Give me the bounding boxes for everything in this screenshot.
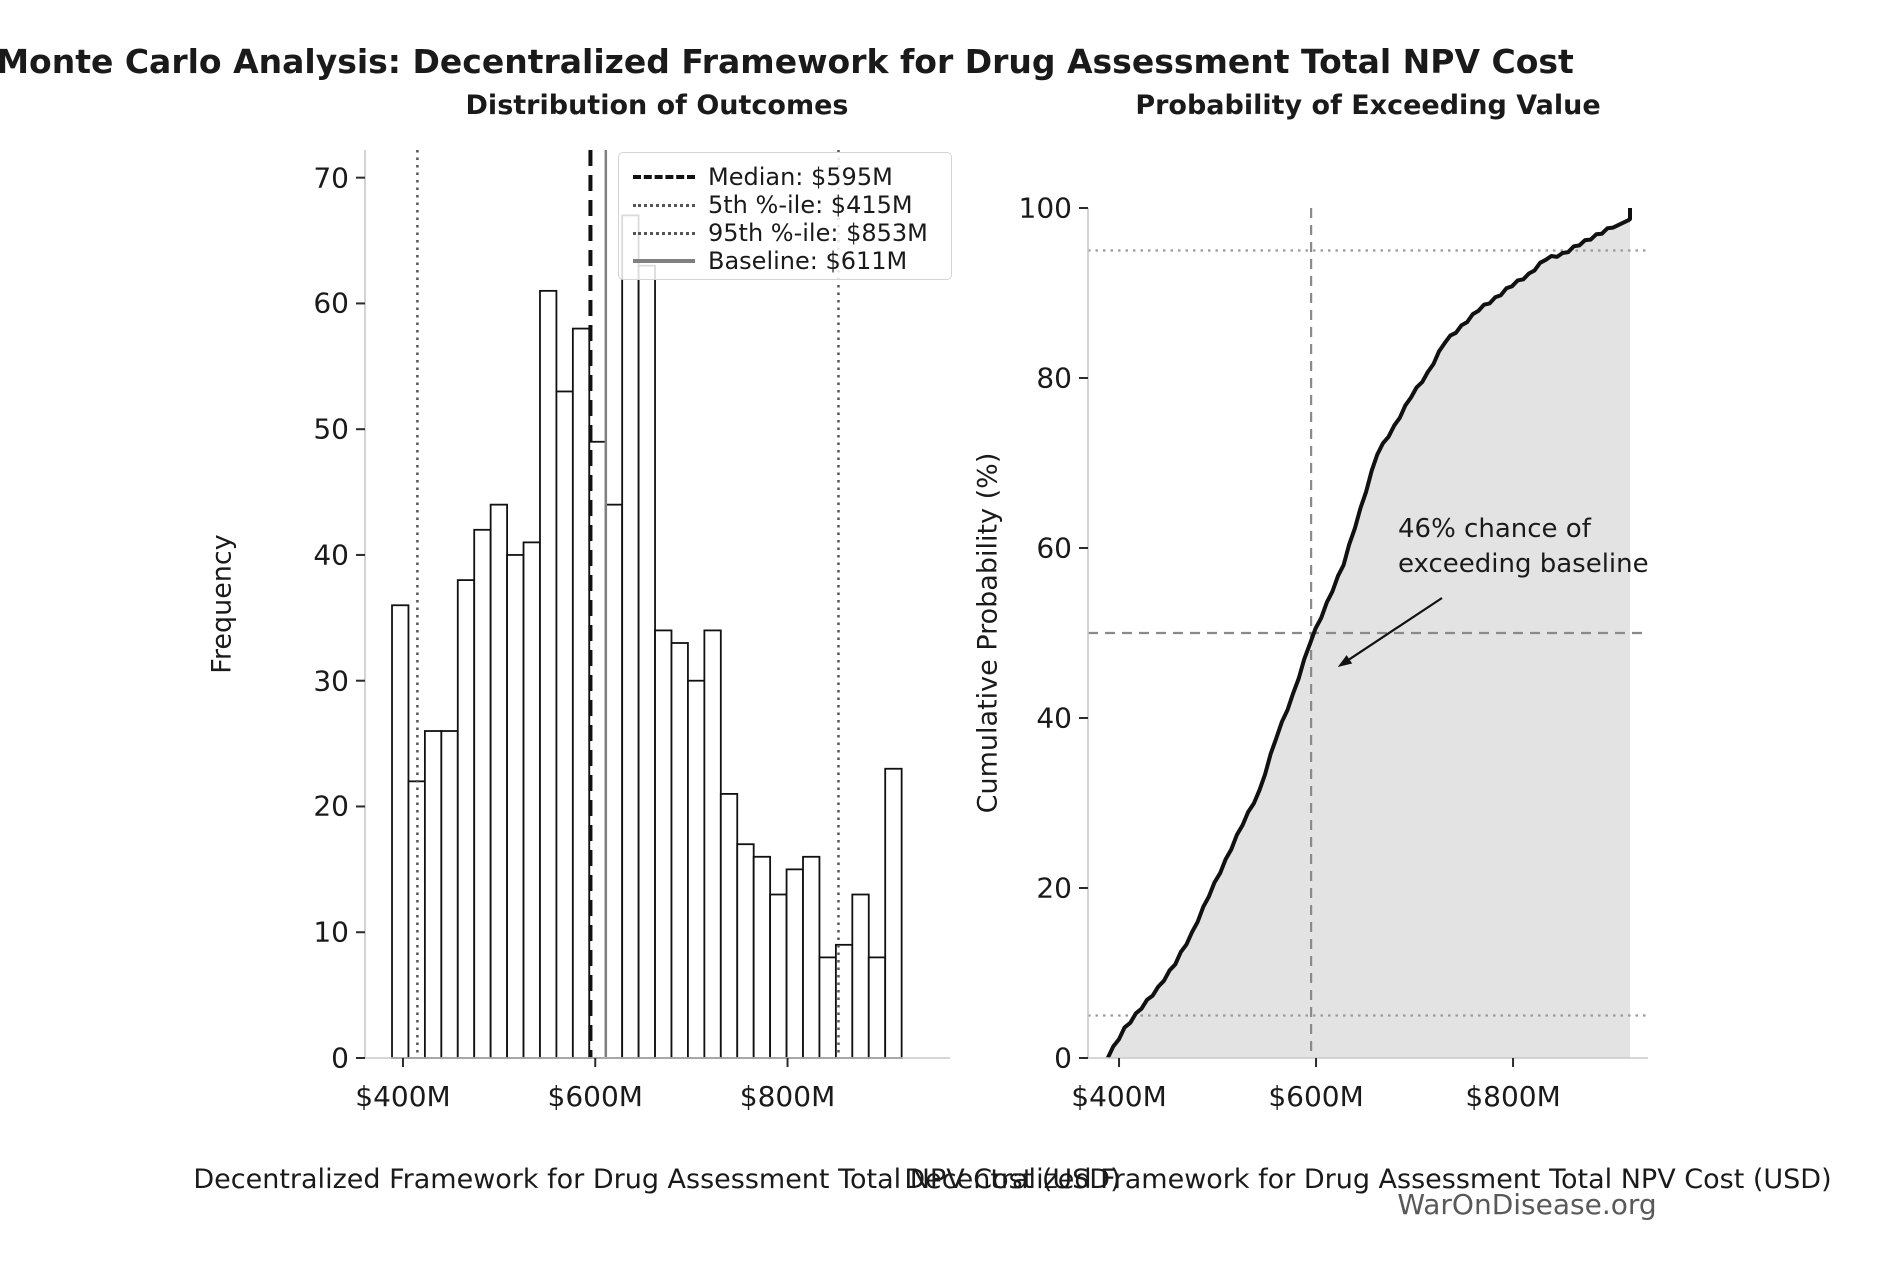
histogram-bar bbox=[489, 503, 508, 1059]
legend-label-baseline: Baseline: $611M bbox=[708, 247, 908, 275]
y-tick-label-0: 0 bbox=[1054, 1041, 1072, 1075]
histogram-bar bbox=[687, 679, 706, 1059]
histogram-bar bbox=[851, 893, 870, 1059]
histogram-bar bbox=[391, 604, 410, 1059]
legend-label-p5: 5th %-ile: $415M bbox=[708, 191, 913, 219]
annotation-line-2: exceeding baseline bbox=[1398, 549, 1649, 579]
legend-label-p95: 95th %-ile: $853M bbox=[708, 219, 928, 247]
figure-suptitle: Monte Carlo Analysis: Decentralized Fram… bbox=[0, 42, 1574, 81]
legend-row-baseline: Baseline: $611M bbox=[633, 247, 935, 275]
histogram-bar bbox=[736, 843, 755, 1059]
histogram-bar bbox=[752, 855, 772, 1059]
median-line-swatch bbox=[633, 175, 695, 179]
histogram-bar bbox=[785, 868, 804, 1059]
legend-label-median: Median: $595M bbox=[708, 163, 893, 191]
annotation-line-1: 46% chance of bbox=[1398, 514, 1591, 544]
annotation-arrow-shaft bbox=[1348, 597, 1443, 661]
y-tick-label-0: 0 bbox=[331, 1041, 349, 1075]
histogram-bar bbox=[440, 730, 459, 1059]
histogram-bar bbox=[506, 554, 525, 1059]
baseline-line-swatch bbox=[633, 259, 695, 263]
y-tick-label-60: 60 bbox=[313, 286, 349, 320]
y-tick-label-20: 20 bbox=[313, 789, 349, 823]
histogram-bar bbox=[571, 327, 591, 1059]
y-tick-label-70: 70 bbox=[313, 161, 349, 195]
cdf-curve bbox=[1105, 208, 1632, 1059]
x-tick-label-800: $800M bbox=[739, 1080, 836, 1113]
histogram-bar bbox=[637, 264, 656, 1059]
legend: Median: $595M 5th %-ile: $415M 95th %-il… bbox=[618, 152, 952, 280]
x-tick-label-600: $600M bbox=[1268, 1080, 1364, 1113]
right-x-axis-label: Decentralized Framework for Drug Assessm… bbox=[904, 1164, 1832, 1195]
watermark: WarOnDisease.org bbox=[1397, 1188, 1657, 1221]
left-y-axis-label: Frequency bbox=[206, 534, 238, 674]
histogram-bar bbox=[473, 528, 492, 1059]
p95-line-swatch bbox=[633, 231, 695, 235]
histogram-bar bbox=[769, 893, 788, 1059]
histogram-bar bbox=[670, 642, 689, 1059]
right-plot-title: Probability of Exceeding Value bbox=[1135, 90, 1601, 121]
annotation-arrow-head bbox=[1337, 655, 1353, 667]
x-tick-label-800: $800M bbox=[1465, 1080, 1561, 1113]
y-tick-label-30: 30 bbox=[313, 664, 349, 698]
y-tick-label-80: 80 bbox=[1036, 361, 1072, 395]
histogram-bar bbox=[703, 629, 722, 1059]
histogram-bar bbox=[867, 956, 887, 1059]
right-y-axis-label: Cumulative Probability (%) bbox=[972, 452, 1004, 814]
y-tick-label-40: 40 bbox=[1036, 701, 1072, 735]
legend-row-p95: 95th %-ile: $853M bbox=[633, 219, 935, 247]
histogram-bar bbox=[407, 780, 426, 1059]
y-tick-label-40: 40 bbox=[313, 538, 349, 572]
histogram-bar bbox=[522, 541, 541, 1059]
y-tick-label-60: 60 bbox=[1036, 531, 1072, 565]
histogram-bar bbox=[621, 214, 640, 1059]
p5-line-swatch bbox=[633, 203, 695, 207]
legend-row-p5: 5th %-ile: $415M bbox=[633, 191, 935, 219]
x-tick-label-400: $400M bbox=[355, 1080, 451, 1113]
y-tick-label-50: 50 bbox=[313, 412, 349, 446]
histogram-bar bbox=[539, 289, 558, 1059]
histogram-bar bbox=[719, 793, 739, 1059]
histogram-bar bbox=[604, 503, 624, 1059]
histogram-bar bbox=[884, 767, 903, 1059]
histogram-bar bbox=[555, 390, 574, 1059]
y-tick-label-20: 20 bbox=[1036, 871, 1072, 905]
annotation-exceed-baseline: 46% chance of exceeding baseline bbox=[1398, 512, 1649, 582]
y-tick-label-100: 100 bbox=[1018, 191, 1072, 225]
x-tick-label-600: $600M bbox=[547, 1080, 643, 1113]
x-tick-label-400: $400M bbox=[1071, 1080, 1167, 1113]
histogram-bar bbox=[654, 629, 673, 1059]
legend-row-median: Median: $595M bbox=[633, 163, 935, 191]
histogram-bar bbox=[456, 579, 476, 1059]
y-tick-label-10: 10 bbox=[313, 915, 349, 949]
histogram-bar bbox=[818, 956, 837, 1059]
left-x-axis-label: Decentralized Framework for Drug Assessm… bbox=[193, 1164, 1121, 1195]
histogram-bar bbox=[423, 730, 443, 1059]
left-plot-title: Distribution of Outcomes bbox=[465, 90, 849, 121]
histogram-bar bbox=[802, 855, 821, 1059]
